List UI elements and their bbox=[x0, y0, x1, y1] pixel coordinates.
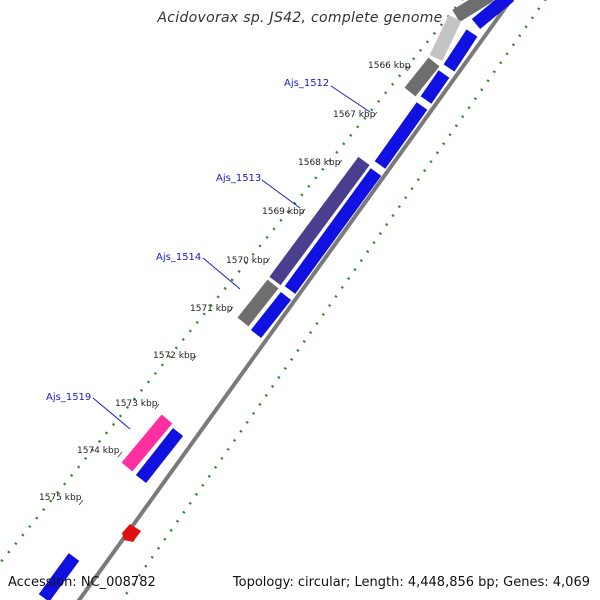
tick-label-1575: 1575 kbp bbox=[39, 493, 82, 503]
outer-dotted-track bbox=[120, 0, 547, 600]
cds-arrow bbox=[374, 102, 428, 169]
tick-label-1567: 1567 kbp bbox=[333, 110, 376, 120]
red-feature-marker bbox=[122, 524, 141, 542]
cds-arrow bbox=[420, 70, 450, 104]
tick-1570: 1570 kbp bbox=[226, 256, 271, 266]
cds-arrow bbox=[250, 291, 292, 339]
tick-label-1573: 1573 kbp bbox=[115, 399, 158, 409]
tick-1567: 1567 kbp bbox=[333, 110, 378, 120]
tick-1575: 1575 kbp bbox=[39, 493, 84, 506]
cds-arrow bbox=[38, 553, 80, 600]
feature-segment-gray bbox=[452, 0, 494, 22]
tick-1571: 1571 kbp bbox=[190, 304, 234, 314]
accession-text: Accession: NC_008782 bbox=[8, 575, 156, 590]
tick-label-1570: 1570 kbp bbox=[226, 256, 269, 266]
tick-label-1566: 1566 kbp bbox=[368, 61, 411, 71]
tick-label-1568: 1568 kbp bbox=[298, 158, 341, 168]
cds-arrow bbox=[443, 29, 478, 72]
feature-segment-gray bbox=[404, 57, 440, 97]
tick-label-1569: 1569 kbp bbox=[262, 207, 305, 217]
feature-segment-light-gray bbox=[429, 14, 462, 62]
map-title: Acidovorax sp. JS42, complete genome bbox=[157, 10, 443, 26]
gene-label-text[interactable]: Ajs_1514 bbox=[156, 252, 201, 263]
tick-1572: 1572 kbp bbox=[153, 351, 197, 362]
cds-track bbox=[38, 0, 515, 600]
gene-label-ajs-1513[interactable]: Ajs_1513 bbox=[216, 173, 301, 209]
gene-label-text[interactable]: Ajs_1519 bbox=[46, 392, 91, 403]
feature-track-outer bbox=[121, 0, 494, 472]
feature-segment-pink bbox=[121, 414, 173, 472]
gene-label-text[interactable]: Ajs_1512 bbox=[284, 78, 329, 89]
tick-1569: 1569 kbp bbox=[262, 207, 306, 217]
cds-arrow bbox=[284, 168, 382, 294]
gene-label-ajs-1519[interactable]: Ajs_1519 bbox=[46, 392, 131, 430]
inner-dotted-track bbox=[0, 0, 464, 565]
feature-segment-purple bbox=[269, 156, 370, 286]
tick-1573: 1573 kbp bbox=[115, 399, 160, 410]
tick-label-1572: 1572 kbp bbox=[153, 351, 196, 361]
tick-label-1574: 1574 kbp bbox=[77, 446, 120, 456]
gene-label-ajs-1514[interactable]: Ajs_1514 bbox=[156, 252, 241, 290]
tick-1566: 1566 kbp bbox=[368, 61, 412, 72]
summary-text: Topology: circular; Length: 4,448,856 bp… bbox=[232, 575, 590, 590]
tick-label-1571: 1571 kbp bbox=[190, 304, 233, 314]
cds-arrow bbox=[135, 427, 184, 484]
gene-label-text[interactable]: Ajs_1513 bbox=[216, 173, 261, 184]
genome-backbone bbox=[76, 0, 514, 600]
gene-label-ajs-1512[interactable]: Ajs_1512 bbox=[284, 78, 371, 113]
cds-arrow bbox=[471, 0, 515, 30]
tick-1568: 1568 kbp bbox=[298, 158, 343, 168]
tick-1574: 1574 kbp bbox=[77, 446, 123, 458]
feature-segment-gray bbox=[237, 279, 279, 327]
